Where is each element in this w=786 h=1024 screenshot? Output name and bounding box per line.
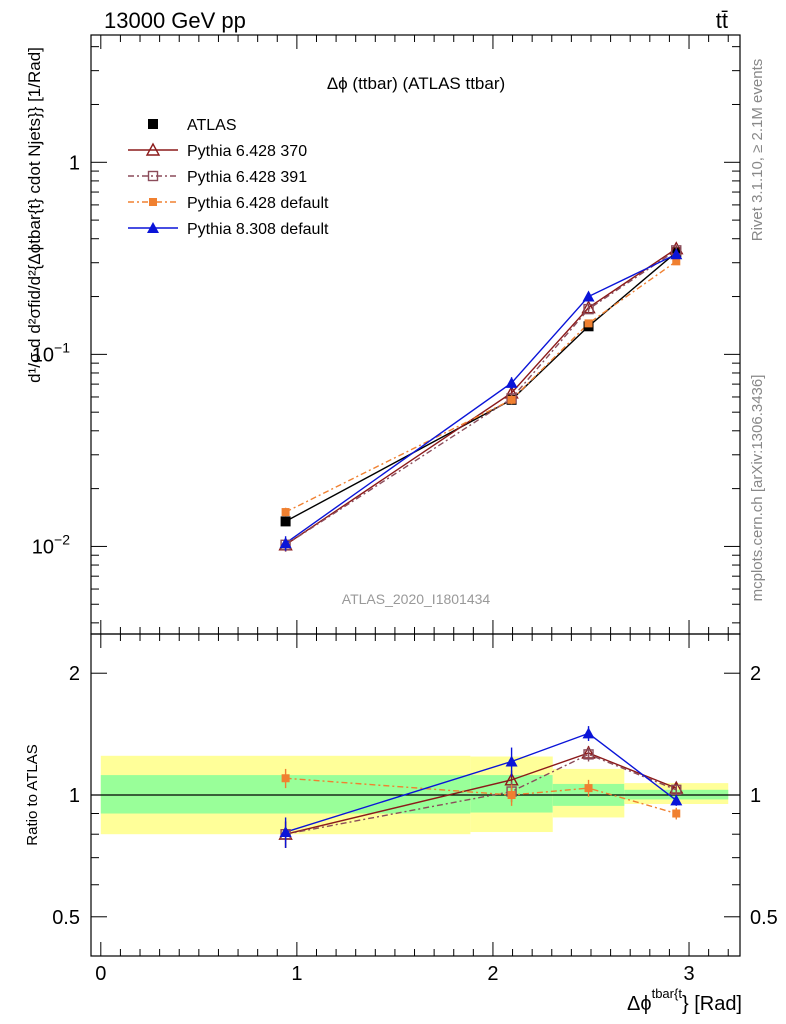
ratio-y-label: Ratio to ATLAS (24, 744, 41, 845)
ratio-point (582, 727, 595, 739)
ratio-axis-ticks (91, 634, 740, 957)
y-tick-label: 10−2 (32, 531, 70, 558)
main-series-line-3 (285, 260, 677, 513)
legend-marker (149, 198, 157, 206)
legend-label: Pythia 6.428 default (187, 195, 329, 212)
x-tick-label: 1 (291, 963, 302, 985)
main-panel: Δϕ (ttbar) (ATLAS ttbar) ATLAS_2020_I180… (25, 34, 741, 635)
main-series-line-0 (285, 251, 677, 523)
ratio-point (671, 784, 682, 796)
ratio-y-tick-label-right: 0.5 (750, 907, 778, 929)
main-point (505, 376, 518, 388)
ratio-series-line-0 (285, 752, 677, 835)
main-series-line-1 (285, 248, 677, 546)
main-point (582, 290, 595, 302)
legend-label: Pythia 8.308 default (187, 221, 329, 238)
ratio-y-tick-label: 2 (69, 663, 80, 685)
ratio-point (507, 791, 516, 799)
main-y-tick-labels: 10−2 10−1 1 (32, 152, 80, 558)
ratio-point (670, 794, 683, 806)
main-title: Δϕ (ttbar) (ATLAS ttbar) (327, 74, 505, 93)
main-point (583, 303, 594, 315)
x-tick-label: 0 (95, 963, 106, 985)
legend-item: ATLAS (148, 117, 237, 134)
ratio-frame (90, 633, 741, 957)
header-right: tt̄ (716, 8, 728, 33)
legend-label: Pythia 6.428 370 (187, 143, 307, 160)
y-tick-label: 1 (69, 152, 80, 174)
main-series-line-4 (285, 253, 677, 544)
main-markers (278, 241, 684, 552)
legend-item: Pythia 6.428 370 (128, 142, 307, 160)
ratio-point (505, 755, 518, 767)
ratio-markers (278, 726, 684, 848)
main-point (279, 537, 292, 549)
legend-marker (145, 142, 161, 156)
legend: ATLAS Pythia 6.428 370 Pythia 6.428 391 Pyt… (128, 117, 329, 238)
ratio-point (583, 749, 594, 760)
source-label: mcplots.cern.ch [arXiv:1306.3436] (749, 375, 766, 602)
ratio-series-line-3 (285, 732, 677, 833)
header-left: 13000 GeV pp (104, 8, 246, 33)
legend-label: ATLAS (187, 117, 237, 134)
main-y-label: d¹/σ d d²σfid/d²{Δϕtbar{t} cdot Njets}} … (25, 47, 44, 383)
watermark: ATLAS_2020_I1801434 (342, 591, 491, 607)
main-point (672, 257, 681, 266)
x-tick-label: 2 (487, 963, 498, 985)
legend-item: Pythia 6.428 391 (128, 169, 307, 186)
ratio-y-tick-labels: 0.5 0.5 1 1 2 2 (52, 663, 778, 929)
rivet-label: Rivet 3.1.10, ≥ 2.1M events (749, 59, 766, 242)
main-point (281, 508, 290, 517)
legend-marker (147, 170, 159, 182)
legend-item: Pythia 6.428 default (128, 195, 329, 212)
ratio-y-tick-label: 1 (69, 785, 80, 807)
ratio-y-tick-label-right: 1 (750, 785, 761, 807)
main-point (581, 300, 596, 314)
y-tick-label: 10−1 (32, 339, 70, 366)
main-point (280, 516, 291, 527)
main-series (285, 248, 677, 546)
legend-marker (148, 119, 158, 129)
legend-label: Pythia 6.428 391 (187, 169, 307, 186)
main-axis-ticks (91, 35, 740, 634)
legend-marker (147, 222, 159, 233)
main-point (507, 395, 516, 404)
x-tick-label: 3 (683, 963, 694, 985)
ratio-point (584, 784, 593, 793)
ratio-point (672, 809, 681, 818)
ratio-series-line-2 (285, 777, 677, 815)
main-series-line-2 (285, 249, 677, 546)
x-axis-label: Δϕtbar{t} [Rad] (627, 986, 742, 1015)
legend-item: Pythia 8.308 default (128, 221, 329, 238)
ratio-y-tick-label-right: 2 (750, 663, 761, 685)
x-tick-labels: 0 1 2 3 (95, 963, 694, 985)
ratio-panel: 0.5 0.5 1 1 2 2 0 1 2 3 Ratio to ATLAS Δϕtbar{t}… (24, 633, 778, 1015)
main-point (584, 319, 593, 328)
ratio-series (285, 732, 677, 835)
ratio-series-line-1 (285, 753, 677, 835)
ratio-point (279, 826, 292, 838)
ratio-y-tick-label: 0.5 (52, 907, 80, 929)
main-point (670, 248, 683, 260)
ratio-point (281, 774, 290, 783)
